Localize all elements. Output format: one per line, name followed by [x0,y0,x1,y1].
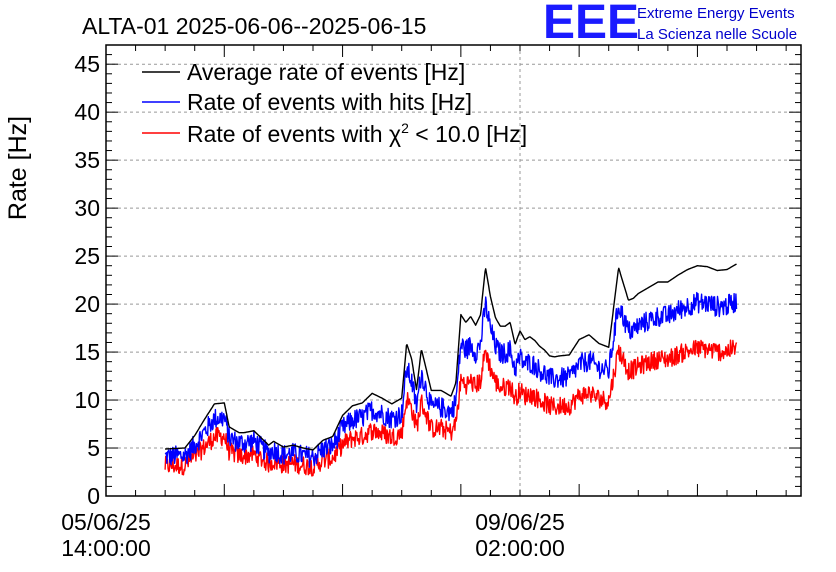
x-tick-label-date: 05/06/25 [61,509,151,535]
x-tick-label-time: 14:00:00 [61,535,151,561]
series-line-average [164,263,737,451]
chart-title: ALTA-01 2025-06-06--2025-06-15 [82,13,426,39]
y-axis-label: Rate [Hz] [4,116,32,220]
legend-label-chi2-suffix: < 10.0 [Hz] [409,121,527,147]
legend-label-chi2-prefix: Rate of events with χ [187,121,401,147]
y-tick-label: 20 [74,291,100,317]
series-lines [164,263,738,477]
eee-logo-mark: EEE [543,0,639,49]
y-tick-label: 15 [74,339,100,365]
legend-label-average: Average rate of events [Hz] [187,59,465,85]
eee-logo-line2: La Scienza nelle Scuole [637,26,797,43]
eee-logo: EEE Extreme Energy Events La Scienza nel… [543,0,797,49]
plot-frame [105,44,802,497]
y-tick-label: 40 [74,99,100,125]
legend: Average rate of events [Hz] Rate of even… [142,59,527,147]
y-tick-label: 35 [74,147,100,173]
series-line-chi2 [164,339,738,477]
legend-label-hits: Rate of events with hits [Hz] [187,89,472,115]
x-tick-label-time: 02:00:00 [475,535,565,561]
x-tick-label-date: 09/06/25 [475,509,565,535]
y-tick-label: 45 [74,51,100,77]
eee-logo-line1: Extreme Energy Events [637,5,795,22]
legend-label-chi2: Rate of events with χ2 < 10.0 [Hz] [187,120,527,147]
grid-lines [106,45,801,496]
y-tick-label: 25 [74,243,100,269]
y-tick-label: 10 [74,387,100,413]
y-tick-label: 30 [74,195,100,221]
series-line-hits [164,291,738,468]
y-tick-label: 5 [87,435,100,461]
legend-label-chi2-superscript: 2 [401,120,409,136]
y-tick-label: 0 [87,483,100,509]
